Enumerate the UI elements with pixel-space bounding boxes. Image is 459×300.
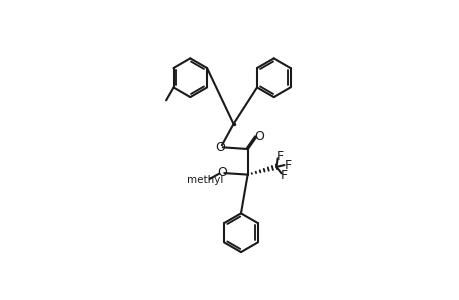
Text: O: O xyxy=(214,140,224,154)
Text: F: F xyxy=(284,159,291,172)
Text: F: F xyxy=(276,150,283,163)
Text: O: O xyxy=(217,166,226,179)
Text: O: O xyxy=(253,130,263,143)
Text: F: F xyxy=(280,169,287,182)
Text: methyl: methyl xyxy=(187,175,223,185)
